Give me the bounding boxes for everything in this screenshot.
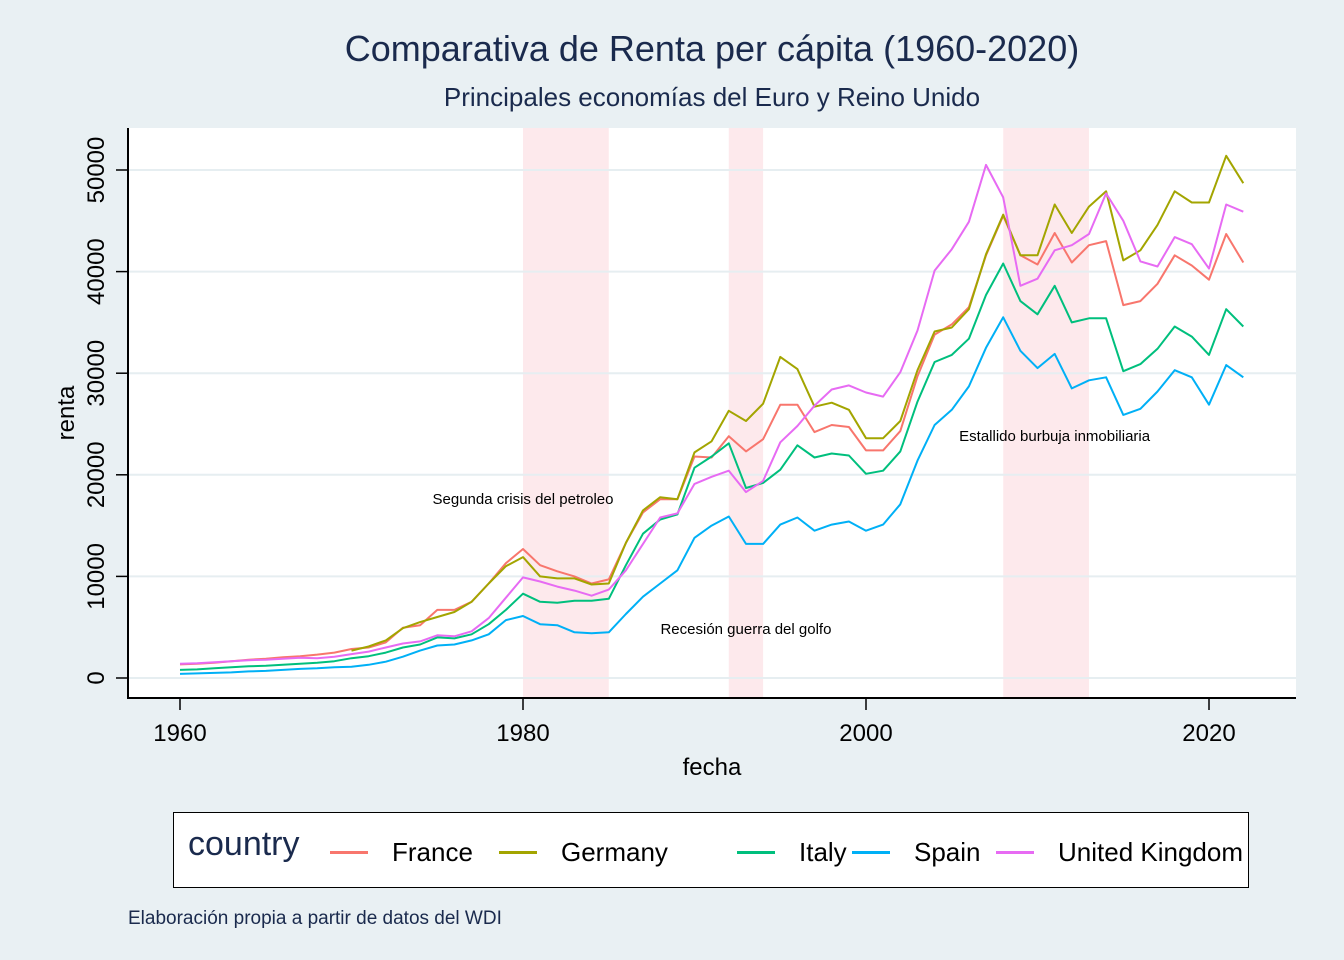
chart-subtitle: Principales economías del Euro y Reino U… [443,82,981,112]
legend-swatch [330,851,368,854]
shaded-period-1 [728,128,764,698]
annotation-label: Segunda crisis del petroleo [433,491,614,508]
y-tick-label: 30000 [83,340,110,407]
x-axis-label: fecha [683,754,742,781]
legend-item-spain: Spain [852,837,981,868]
y-tick-label: 40000 [83,238,110,305]
legend-swatch [996,851,1034,854]
legend-swatch [499,851,537,854]
series-line-spain [179,316,1244,675]
y-tick-label: 10000 [83,543,110,610]
series-line-italy [179,262,1245,671]
x-tick-label: 1980 [496,720,549,747]
legend-label: Italy [799,837,847,867]
plot-panel [128,128,1296,698]
legend-swatch [852,851,890,854]
legend-item-germany: Germany [499,837,668,868]
legend-swatch [737,851,775,854]
legend-label: France [392,837,473,867]
series-line-germany [351,154,1245,652]
legend: country France Germany Italy Spain United Ki… [173,812,1249,888]
series-line-united-kingdom [179,163,1244,665]
legend-item-france: France [330,837,473,868]
y-tick-label: 0 [83,671,110,684]
legend-label: United Kingdom [1058,837,1243,867]
y-tick-label: 20000 [83,441,110,508]
legend-label: Germany [561,837,668,867]
x-tick-label: 2000 [839,720,892,747]
x-tick-label: 2020 [1182,720,1235,747]
y-tick-label: 50000 [83,137,110,204]
y-axis-label: renta [53,385,80,440]
caption: Elaboración propia a partir de datos del… [128,908,502,929]
annotation-label: Estallido burbuja inmobiliaria [959,428,1151,445]
legend-item-italy: Italy [737,837,847,868]
annotation-label: Recesión guerra del golfo [660,621,831,638]
shaded-period-2 [1003,128,1089,698]
x-tick-label: 1960 [153,720,206,747]
chart-title: Comparativa de Renta per cápita (1960-20… [344,28,1080,69]
legend-item-united-kingdom: United Kingdom [996,837,1243,868]
legend-label: Spain [914,837,981,867]
shaded-period-0 [523,128,609,698]
legend-title: country [188,825,300,863]
